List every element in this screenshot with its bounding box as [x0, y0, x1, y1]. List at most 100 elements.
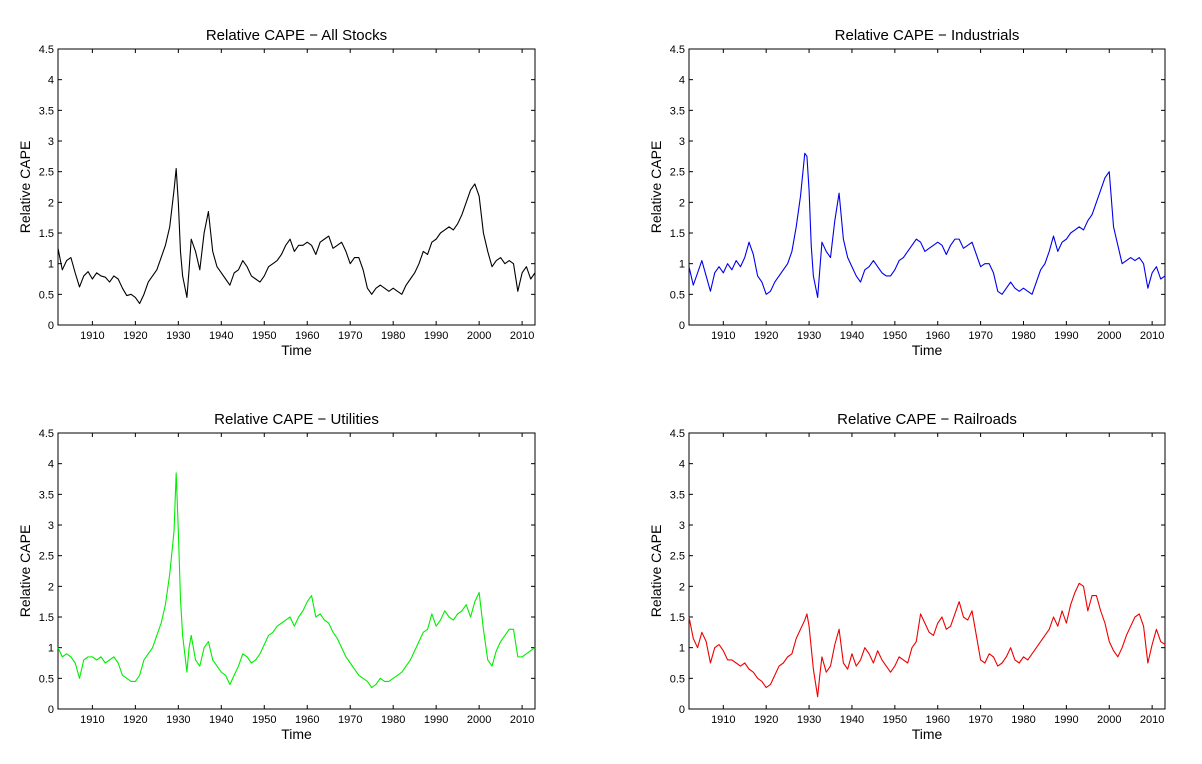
y-tick-label: 0	[679, 320, 685, 332]
y-tick-label: 0	[48, 320, 54, 332]
x-tick-label: 1970	[968, 714, 992, 726]
plot-area-frame	[57, 48, 536, 326]
x-tick-label: 1950	[883, 714, 907, 726]
x-tick-label: 1960	[295, 714, 319, 726]
x-tick-label: 1910	[711, 330, 735, 342]
x-tick-label: 1970	[338, 330, 362, 342]
y-tick-label: 4.5	[670, 44, 685, 56]
x-tick-label: 1990	[424, 714, 448, 726]
x-tick-label: 1990	[1054, 330, 1078, 342]
x-tick-label: 2000	[1097, 330, 1121, 342]
x-tick-label: 1920	[123, 330, 147, 342]
x-tick-label: 1970	[338, 714, 362, 726]
y-tick-label: 3.5	[39, 489, 54, 501]
y-tick-label: 0.5	[670, 673, 685, 685]
x-tick-label: 2010	[1140, 714, 1164, 726]
series-line	[688, 582, 1166, 698]
x-tick-label: 1990	[424, 330, 448, 342]
y-tick-label: 0	[679, 704, 685, 716]
y-tick-label: 1.5	[39, 612, 54, 624]
y-tick-label: 1	[679, 643, 685, 655]
series-line	[688, 152, 1166, 298]
chart-title: Relative CAPE − Utilities	[214, 411, 379, 428]
chart-panel-2: Relative CAPE − Industrials 0 0.5 1 1.5 2 2.5 3…	[648, 27, 1166, 358]
y-tick-label: 1	[48, 259, 54, 271]
x-tick-label: 1940	[209, 714, 233, 726]
y-tick-label: 4	[679, 459, 685, 471]
y-tick-label: 2	[679, 581, 685, 593]
x-tick-label: 1980	[381, 330, 405, 342]
y-tick-label: 1.5	[670, 612, 685, 624]
chart-title: Relative CAPE − Railroads	[837, 411, 1017, 428]
y-tick-label: 4	[679, 75, 685, 87]
y-tick-label: 3	[48, 520, 54, 532]
y-tick-label: 0.5	[670, 289, 685, 301]
chart-panel-4: Relative CAPE − Railroads 0 0.5 1 1.5 2 2.5 3 3.…	[648, 411, 1166, 742]
x-tick-label: 2010	[1140, 330, 1164, 342]
y-tick-label: 3	[48, 136, 54, 148]
x-tick-label: 1950	[252, 714, 276, 726]
x-tick-label: 1930	[797, 330, 821, 342]
y-tick-label: 2	[48, 197, 54, 209]
x-tick-label: 2000	[467, 714, 491, 726]
x-tick-label: 1950	[252, 330, 276, 342]
y-tick-label: 3.5	[670, 489, 685, 501]
y-tick-label: 3	[679, 136, 685, 148]
series-line	[57, 168, 536, 305]
x-tick-label: 1990	[1054, 714, 1078, 726]
plot-area-frame	[57, 432, 536, 710]
plot-area-frame	[688, 48, 1166, 326]
x-tick-label: 2000	[1097, 714, 1121, 726]
x-tick-label: 1910	[80, 330, 104, 342]
y-tick-label: 1.5	[670, 228, 685, 240]
x-axis-label: Time	[281, 726, 312, 742]
x-tick-label: 1970	[968, 330, 992, 342]
x-tick-label: 1910	[711, 714, 735, 726]
y-tick-label: 4.5	[670, 428, 685, 440]
y-tick-label: 2.5	[39, 167, 54, 179]
y-tick-label: 2.5	[670, 551, 685, 563]
chart-title: Relative CAPE − All Stocks	[206, 27, 387, 44]
y-axis-label: Relative CAPE	[648, 141, 664, 234]
x-tick-label: 1950	[883, 330, 907, 342]
y-tick-label: 1.5	[39, 228, 54, 240]
y-tick-label: 0.5	[39, 673, 54, 685]
y-axis-label: Relative CAPE	[17, 525, 33, 618]
chart-panel-1: Relative CAPE − All Stocks 0 0.5 1 1.5 2 2.5 3 3…	[17, 27, 536, 358]
x-tick-label: 1940	[209, 330, 233, 342]
y-tick-label: 3.5	[670, 105, 685, 117]
x-tick-label: 1960	[925, 330, 949, 342]
x-tick-label: 1960	[925, 714, 949, 726]
x-axis-label: Time	[281, 342, 312, 358]
y-tick-label: 2	[679, 197, 685, 209]
y-tick-label: 4	[48, 75, 54, 87]
x-tick-label: 1940	[840, 714, 864, 726]
x-tick-label: 1920	[754, 330, 778, 342]
x-axis-label: Time	[912, 726, 943, 742]
y-axis-label: Relative CAPE	[648, 525, 664, 618]
y-tick-label: 1	[679, 259, 685, 271]
y-tick-label: 2.5	[670, 167, 685, 179]
y-tick-label: 2	[48, 581, 54, 593]
y-tick-label: 1	[48, 643, 54, 655]
chart-panel-3: Relative CAPE − Utilities 0 0.5 1 1.5 2 2.5 3 3.…	[17, 411, 536, 742]
y-tick-label: 2.5	[39, 551, 54, 563]
x-tick-label: 1980	[1011, 330, 1035, 342]
series-line	[57, 472, 536, 689]
x-tick-label: 1960	[295, 330, 319, 342]
y-tick-label: 4	[48, 459, 54, 471]
y-tick-label: 3	[679, 520, 685, 532]
y-tick-label: 4.5	[39, 428, 54, 440]
x-tick-label: 1910	[80, 714, 104, 726]
x-tick-label: 1980	[381, 714, 405, 726]
x-axis-label: Time	[912, 342, 943, 358]
x-tick-label: 1980	[1011, 714, 1035, 726]
x-tick-label: 1930	[166, 714, 190, 726]
x-tick-label: 1930	[166, 330, 190, 342]
plot-area-frame	[688, 432, 1166, 710]
x-tick-label: 1920	[754, 714, 778, 726]
y-axis-label: Relative CAPE	[17, 141, 33, 234]
x-tick-label: 2010	[510, 330, 534, 342]
x-tick-label: 1930	[797, 714, 821, 726]
